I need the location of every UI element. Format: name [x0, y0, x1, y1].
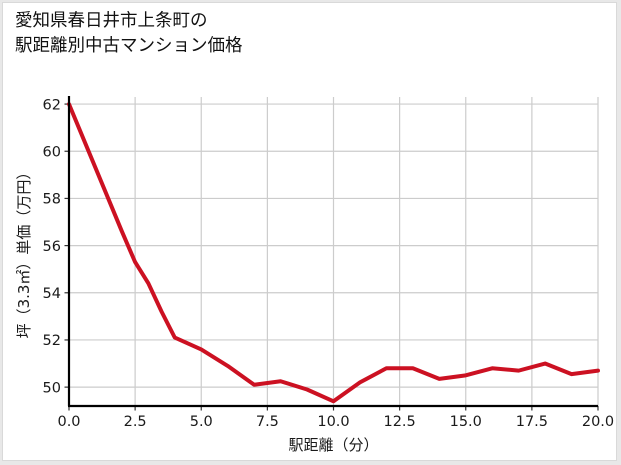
y-tick-label: 60 [43, 144, 61, 160]
x-tick-labels: 0.0 2.5 5.0 7.5 10.0 12.5 15.0 17.5 20.0 [57, 414, 614, 430]
line-chart-svg: 50 52 54 56 58 60 62 0.0 2.5 5.0 7.5 10.0 12.5 15.0 1… [15, 96, 614, 454]
x-tick-label: 17.5 [516, 414, 548, 430]
chart-title-line-2: 駅距離別中古マンション価格 [15, 36, 243, 56]
y-tick-label: 56 [43, 239, 61, 255]
y-tick-label: 58 [43, 192, 61, 208]
x-gridlines [68, 97, 599, 406]
x-tick-label: 10.0 [317, 414, 349, 430]
x-tick-label: 7.5 [256, 414, 279, 430]
price-line-series [67, 102, 600, 404]
chart-figure: 愛知県春日井市上条町の 駅距離別中古マンション価格 50 52 54 56 58 60 62… [2, 2, 617, 461]
y-tick-label: 54 [43, 286, 61, 302]
x-tick-label: 20.0 [582, 414, 614, 430]
axis-spines [67, 96, 598, 408]
x-tick-label: 5.0 [190, 414, 213, 430]
x-tick-label: 15.0 [450, 414, 482, 430]
x-tick-label: 0.0 [57, 414, 80, 430]
y-tick-labels: 50 52 54 56 58 60 62 [43, 97, 61, 396]
y-tick-label: 52 [43, 333, 61, 349]
chart-title: 愛知県春日井市上条町の 駅距離別中古マンション価格 [15, 9, 243, 59]
y-axis-title: 坪（3.3㎡）単価（万円） [15, 165, 33, 339]
y-tick-label: 50 [43, 380, 61, 396]
x-tick-label: 2.5 [124, 414, 147, 430]
x-tick-label: 12.5 [383, 414, 415, 430]
y-tick-label: 62 [43, 97, 61, 113]
x-axis-title: 駅距離（分） [288, 436, 378, 454]
chart-title-line-1: 愛知県春日井市上条町の [15, 11, 208, 31]
plot-area-wrapper: 50 52 54 56 58 60 62 0.0 2.5 5.0 7.5 10.0 12.5 15.0 1… [3, 3, 618, 462]
